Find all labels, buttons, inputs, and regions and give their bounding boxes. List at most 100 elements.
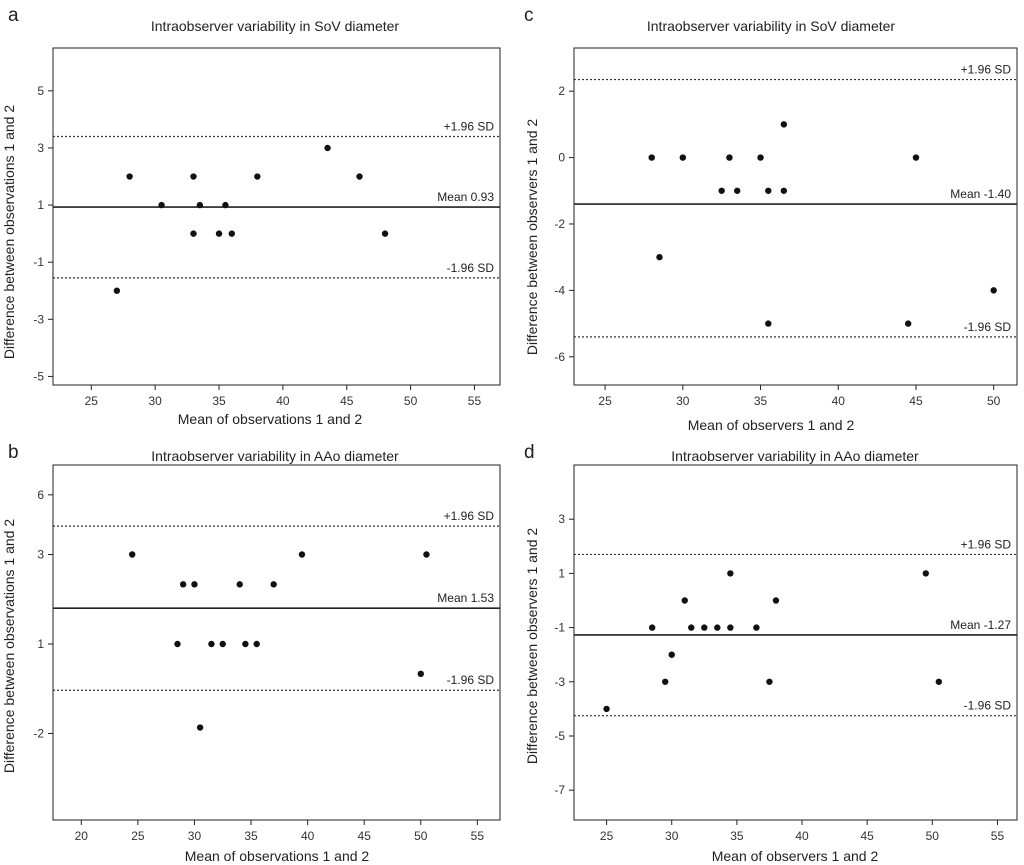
x-tick-label: 35: [244, 829, 258, 843]
x-tick-label: 55: [991, 829, 1005, 843]
data-point: [174, 640, 181, 648]
data-point: [254, 173, 261, 180]
data-point: [922, 570, 929, 577]
data-point: [727, 624, 734, 631]
mean-label: Mean 0.93: [437, 190, 494, 204]
data-point: [228, 230, 235, 237]
y-tick-label: 0: [558, 151, 565, 165]
panel-c: c Intraobserver variability in SoV diame…: [524, 5, 1018, 433]
data-point: [648, 154, 655, 161]
data-point: [222, 201, 229, 209]
data-point: [727, 570, 734, 577]
upper-limit-label: +1.96 SD: [961, 63, 1012, 77]
data-point: [780, 121, 788, 128]
upper-limit-label: +1.96 SD: [444, 509, 495, 523]
panel-d-plot-frame: [573, 464, 1018, 821]
y-tick-label: 1: [37, 198, 44, 212]
y-tick-label: 2: [558, 84, 565, 98]
data-point: [215, 230, 223, 237]
x-tick-label: 30: [148, 394, 162, 408]
y-tick-label: -1: [33, 255, 44, 269]
panel-c-ylabel: Difference between observers 1 and 2: [524, 119, 540, 356]
upper-limit-label: +1.96 SD: [444, 120, 495, 134]
data-point: [681, 597, 688, 604]
data-point: [688, 624, 695, 631]
data-point: [196, 724, 204, 731]
panel-d-ylabel: Difference between observers 1 and 2: [524, 528, 540, 765]
y-tick-label: -4: [554, 283, 565, 297]
panel-d-xlabel: Mean of observers 1 and 2: [712, 848, 879, 864]
x-tick-label: 55: [471, 829, 485, 843]
data-point: [679, 154, 687, 161]
lower-limit-label: -1.96 SD: [447, 673, 495, 687]
x-tick-label: 55: [468, 394, 482, 408]
data-point: [714, 624, 721, 631]
data-point: [668, 651, 675, 658]
panel-a-ylabel: Difference between observations 1 and 2: [1, 105, 17, 359]
x-tick-label: 25: [598, 394, 612, 408]
x-tick-label: 50: [404, 394, 418, 408]
panel-b-title: Intraobserver variability in AAo diamete…: [151, 448, 399, 464]
panel-a: a Intraobserver variability in SoV diame…: [1, 5, 501, 427]
y-tick-label: 6: [37, 488, 44, 502]
x-tick-label: 50: [987, 394, 1001, 408]
x-tick-label: 30: [676, 394, 690, 408]
y-tick-label: -5: [33, 369, 44, 383]
x-tick-label: 50: [926, 829, 940, 843]
data-point: [753, 624, 760, 631]
x-tick-label: 35: [754, 394, 768, 408]
data-point: [726, 154, 733, 161]
data-point: [219, 640, 226, 648]
y-tick-label: -2: [33, 726, 44, 740]
panel-b: b Intraobserver variability in AAo diame…: [1, 442, 501, 864]
x-tick-label: 40: [795, 829, 809, 843]
data-point: [179, 581, 187, 588]
lower-limit-label: -1.96 SD: [964, 699, 1012, 713]
x-tick-label: 35: [730, 829, 744, 843]
y-tick-label: -5: [554, 729, 565, 743]
data-point: [242, 640, 249, 648]
x-tick-label: 20: [75, 829, 89, 843]
data-point: [126, 173, 133, 180]
data-point: [190, 173, 197, 180]
data-point: [656, 253, 663, 261]
data-point: [196, 201, 204, 209]
y-tick-label: 1: [558, 566, 565, 580]
data-point: [766, 678, 773, 685]
data-point: [765, 187, 772, 194]
data-point: [648, 624, 656, 631]
mean-label: Mean 1.53: [437, 591, 494, 605]
panel-a-letter: a: [8, 5, 19, 26]
data-point: [734, 187, 741, 194]
x-tick-label: 45: [860, 829, 874, 843]
data-point: [158, 201, 165, 209]
x-tick-label: 40: [301, 829, 315, 843]
y-tick-label: -3: [33, 312, 44, 326]
panel-b-ylabel: Difference between observations 1 and 2: [1, 519, 17, 773]
x-tick-label: 30: [188, 829, 202, 843]
y-tick-label: 3: [558, 512, 565, 526]
panel-d: d Intraobserver variability in AAo diame…: [524, 442, 1018, 864]
panel-c-letter: c: [524, 5, 534, 26]
panel-a-title: Intraobserver variability in SoV diamete…: [151, 18, 400, 34]
data-point: [253, 640, 260, 648]
y-tick-label: 1: [37, 637, 44, 651]
mean-label: Mean -1.27: [950, 618, 1011, 632]
y-tick-label: -2: [554, 217, 565, 231]
data-point: [904, 320, 912, 327]
lower-limit-label: -1.96 SD: [447, 261, 495, 275]
y-tick-label: -3: [554, 675, 565, 689]
panel-b-plot-frame: [52, 464, 501, 821]
data-point: [935, 678, 943, 685]
x-tick-label: 45: [340, 394, 354, 408]
data-point: [236, 581, 243, 588]
data-point: [298, 551, 306, 558]
y-tick-label: 3: [37, 141, 44, 155]
y-tick-label: 3: [37, 547, 44, 561]
data-point: [718, 187, 725, 194]
data-point: [765, 320, 772, 327]
upper-limit-label: +1.96 SD: [961, 537, 1012, 551]
data-point: [423, 551, 430, 558]
lower-limit-label: -1.96 SD: [964, 320, 1012, 334]
